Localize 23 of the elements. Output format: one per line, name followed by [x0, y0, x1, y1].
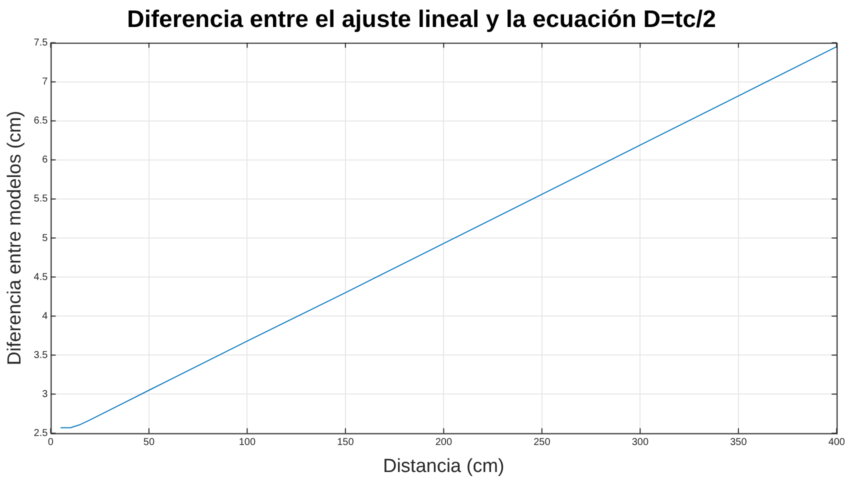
y-tick-label: 5 — [42, 232, 48, 244]
y-tick-label: 2.5 — [34, 428, 48, 439]
y-tick-label: 4.5 — [34, 272, 48, 283]
y-tick-label: 5.5 — [34, 194, 48, 205]
x-axis-title: Distancia (cm) — [382, 456, 504, 477]
x-tick-label: 150 — [337, 436, 354, 448]
x-tick-label: 50 — [143, 436, 155, 448]
y-tick-label: 6.5 — [34, 116, 48, 127]
x-tick-label: 350 — [730, 436, 748, 448]
x-tick-label: 400 — [828, 436, 846, 448]
y-tick-label: 4 — [42, 310, 48, 322]
y-tick-label: 3.5 — [34, 350, 48, 361]
y-tick-label: 7 — [42, 76, 48, 88]
y-axis-title: Diferencia entre modelos (cm) — [4, 110, 26, 366]
y-tick-label: 6 — [42, 154, 48, 166]
x-tick-label: 250 — [534, 436, 551, 448]
x-tick-label: 200 — [435, 436, 452, 448]
chart-title: Diferencia entre el ajuste lineal y la ecuación D=tc/2 — [127, 6, 716, 34]
x-tick-label: 300 — [632, 436, 649, 448]
y-tick-label: 3 — [42, 388, 48, 400]
x-tick-label: 100 — [238, 436, 256, 448]
x-tick-label: 0 — [48, 436, 54, 448]
y-tick-label: 7.5 — [34, 38, 48, 49]
